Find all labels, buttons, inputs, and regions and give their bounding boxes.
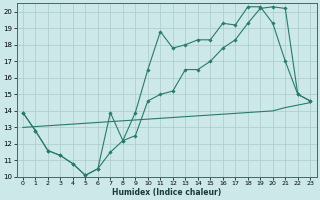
X-axis label: Humidex (Indice chaleur): Humidex (Indice chaleur) [112,188,221,197]
